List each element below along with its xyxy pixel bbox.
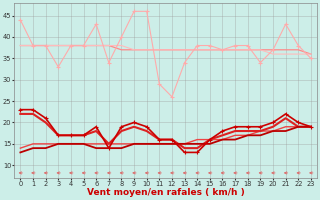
X-axis label: Vent moyen/en rafales ( km/h ): Vent moyen/en rafales ( km/h ) [87, 188, 244, 197]
